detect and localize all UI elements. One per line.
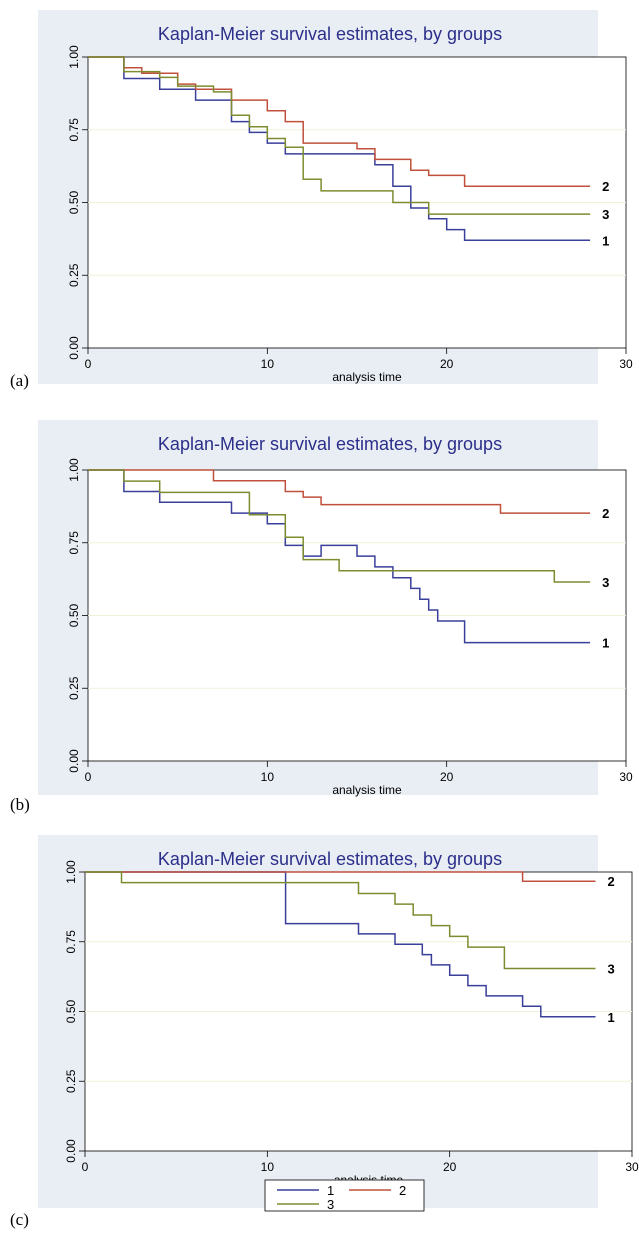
series-2-end-label: 2 [602,506,609,521]
series-3-end-label: 3 [608,962,615,977]
series-3-line [88,469,591,583]
series-2-line [85,871,596,882]
x-tick-label: 10 [261,357,275,371]
y-tick-label: 0.75 [64,930,78,954]
legend: 1 2 3 [264,1179,425,1212]
series-1-end-label: 1 [602,233,609,248]
chart-panel-3: Kaplan-Meier survival estimates, by grou… [38,835,639,1212]
legend-label-1: 1 [327,1183,334,1198]
series-1-line [88,56,591,242]
y-tick-label: 1.00 [67,458,81,482]
x-tick-label: 20 [440,357,454,371]
panel-letter: (a) [10,371,29,390]
chart-panel-2: Kaplan-Meier survival estimates, by grou… [38,420,633,797]
series-1-end-label: 1 [608,1010,615,1025]
x-tick-label: 20 [443,1160,457,1174]
y-tick-label: 1.00 [64,860,78,884]
x-tick-label: 0 [85,357,92,371]
x-tick-label: 0 [85,770,92,784]
y-tick-label: 0.25 [64,1069,78,1093]
x-tick-label: 30 [619,770,633,784]
y-tick-label: 1.00 [67,45,81,69]
series-3-line [88,56,591,215]
panels-root: Kaplan-Meier survival estimates, by grou… [10,10,639,1229]
y-tick-label: 0.00 [67,749,81,773]
legend-box [264,1179,425,1212]
series-3-end-label: 3 [602,575,609,590]
y-tick-label: 0.75 [67,118,81,142]
y-tick-label: 0.25 [67,263,81,287]
x-tick-label: 10 [261,1160,275,1174]
y-tick-label: 0.50 [64,999,78,1023]
x-axis-label: analysis time [332,370,402,384]
series-2-end-label: 2 [602,179,609,194]
y-tick-label: 0.50 [67,603,81,627]
series-1-line [88,469,591,644]
y-tick-label: 0.00 [67,336,81,360]
series-3-line [85,871,596,970]
series-2-line [88,469,591,514]
chart-title: Kaplan-Meier survival estimates, by grou… [158,24,502,44]
series-2-end-label: 2 [608,874,615,889]
panel-letter: (b) [10,795,30,814]
x-tick-label: 10 [261,770,275,784]
x-tick-label: 30 [625,1160,639,1174]
x-tick-label: 20 [440,770,454,784]
series-1-end-label: 1 [602,636,609,651]
y-tick-label: 0.00 [64,1139,78,1163]
panel-letter: (c) [10,1210,29,1229]
x-axis-label: analysis time [332,783,402,797]
x-tick-label: 0 [82,1160,89,1174]
series-1-line [85,871,596,1018]
legend-label-2: 2 [399,1183,406,1198]
chart-title: Kaplan-Meier survival estimates, by grou… [158,849,502,869]
y-tick-label: 0.75 [67,531,81,555]
y-tick-label: 0.25 [67,676,81,700]
x-tick-label: 30 [619,357,633,371]
series-3-end-label: 3 [602,207,609,222]
chart-title: Kaplan-Meier survival estimates, by grou… [158,434,502,454]
chart-panel-1: Kaplan-Meier survival estimates, by grou… [38,10,633,384]
y-tick-label: 0.50 [67,190,81,214]
legend-label-3: 3 [327,1197,334,1212]
